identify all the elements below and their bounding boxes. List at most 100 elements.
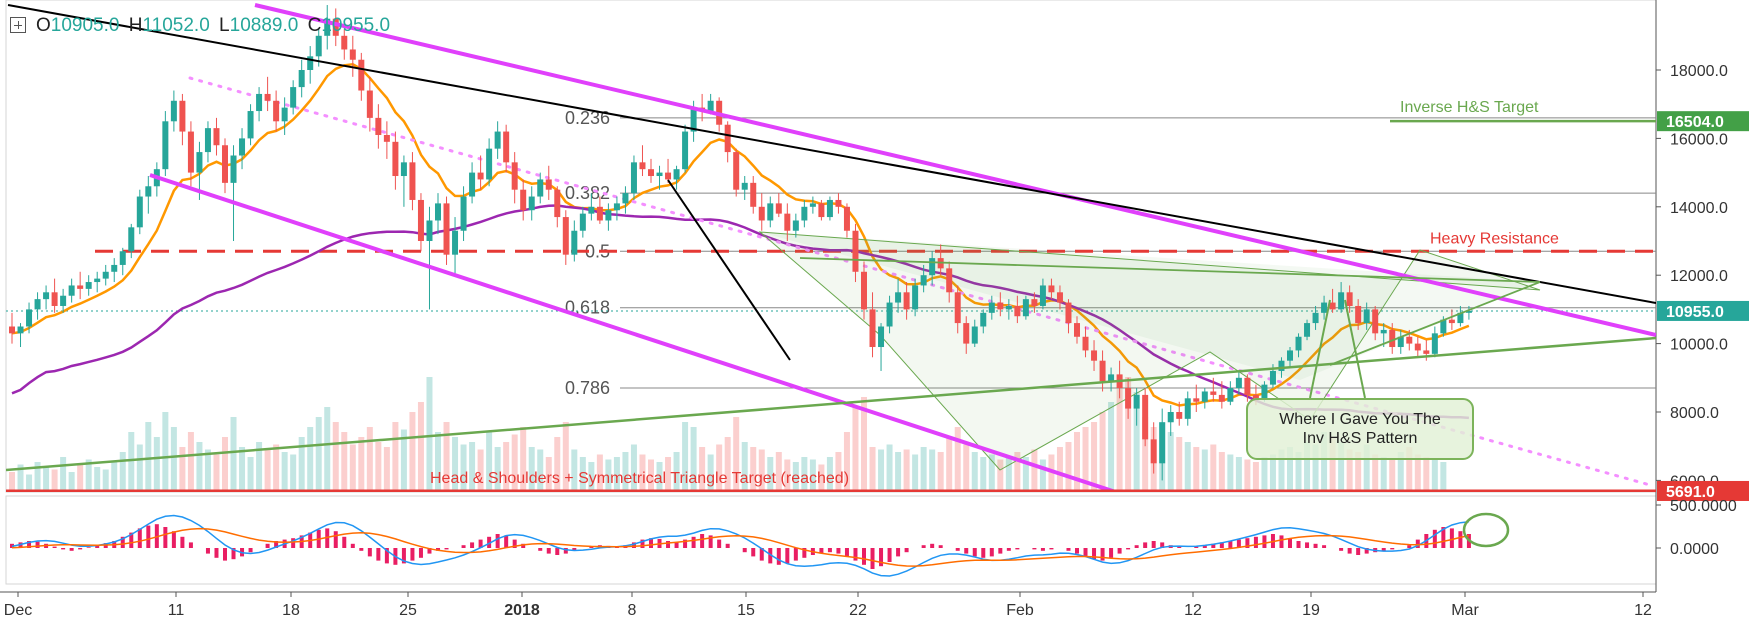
note-pointer-left — [1309, 299, 1331, 399]
candle-body — [843, 206, 850, 231]
candle-body — [1269, 370, 1276, 385]
candle-body — [443, 203, 450, 255]
candle-body — [400, 162, 407, 177]
candle-body — [68, 285, 75, 296]
macd-hist-bar — [1015, 548, 1020, 550]
candle-body — [119, 251, 126, 265]
macd-hist-bar — [137, 528, 142, 548]
macd-hist-bar — [1202, 545, 1207, 548]
macd-hist-bar — [436, 548, 440, 551]
volume-bar — [818, 464, 825, 492]
candle-body — [1244, 377, 1251, 395]
ema-line — [11, 63, 1470, 407]
macd-hist-bar — [188, 542, 193, 548]
volume-bar — [1184, 442, 1191, 492]
macd-hist-bar — [751, 548, 756, 557]
macd-hist-bar — [180, 536, 185, 548]
candle-body — [971, 326, 978, 344]
macd-hist-bar — [683, 539, 688, 548]
candle-body — [1108, 374, 1115, 382]
candle-body — [903, 292, 910, 310]
macd-hist-bar — [955, 548, 960, 551]
macd-hist-bar — [1356, 548, 1361, 555]
macd-hist-bar — [95, 545, 100, 548]
macd-hist-bar — [1253, 536, 1258, 548]
candle-body — [170, 100, 177, 122]
macd-hist-bar — [862, 548, 866, 565]
candle-body — [1227, 388, 1234, 402]
x-tick-label: 25 — [399, 602, 417, 619]
macd-hist-bar — [1432, 529, 1437, 548]
candle-body — [1321, 302, 1328, 313]
macd-hist-bar — [470, 542, 475, 548]
volume-bar — [588, 462, 595, 492]
candle-body — [1457, 312, 1464, 324]
macd-hist-bar — [879, 548, 884, 567]
macd-hist-bar — [904, 548, 909, 553]
long-support-line — [6, 336, 1656, 472]
candle-body — [690, 107, 697, 132]
volume-bar — [119, 452, 126, 492]
candle-body — [758, 206, 765, 221]
macd-hist-bar — [896, 548, 901, 557]
expand-icon[interactable] — [10, 17, 26, 33]
candle-body — [980, 312, 987, 327]
volume-bar — [1244, 459, 1251, 492]
macd-hist-bar — [171, 531, 176, 548]
y-tick-label: 16000.0 — [1670, 131, 1728, 148]
macd-hist-bar — [649, 538, 653, 548]
x-tick-label: 8 — [628, 602, 637, 619]
macd-hist-bar — [725, 543, 730, 548]
volume-bar — [298, 437, 305, 492]
x-tick-label: 2018 — [504, 602, 540, 619]
volume-bar — [1397, 452, 1404, 492]
inv-hs-shape — [758, 231, 1541, 471]
volume-bar — [341, 432, 348, 492]
volume-bar — [869, 447, 876, 492]
volume-bar — [1167, 432, 1174, 492]
volume-bar — [1278, 449, 1285, 492]
macd-hist-bar — [333, 531, 338, 548]
volume-bar — [1176, 437, 1183, 492]
volume-bar — [51, 469, 58, 492]
macd-hist-bar — [1134, 545, 1139, 548]
candle-body — [230, 155, 237, 183]
fib-label: 0.236 — [565, 108, 610, 128]
macd-hist-bar — [759, 548, 764, 561]
volume-bar — [1261, 457, 1268, 492]
ohlc-open-label: O — [36, 15, 51, 36]
macd-hist-bar — [359, 548, 364, 551]
macd-hist-bar — [776, 548, 781, 565]
volume-bar — [1116, 387, 1123, 492]
volume-bar — [630, 444, 637, 492]
candle-body — [818, 203, 825, 218]
macd-hist-bar — [214, 548, 219, 558]
volume-bar — [85, 459, 92, 492]
volume-bar — [758, 449, 765, 492]
macd-hist-bar — [717, 539, 722, 548]
x-tick-label: 18 — [282, 602, 300, 619]
volume-bar — [997, 459, 1004, 492]
macd-hist-bar — [887, 548, 892, 562]
candle-body — [1431, 333, 1438, 354]
price-label-text: 10955.0 — [1666, 304, 1724, 321]
candle-body — [963, 323, 970, 344]
candle-body — [239, 138, 246, 156]
macd-hist-bar — [930, 543, 935, 548]
macd-hist-bar — [120, 536, 125, 548]
volume-bar — [43, 467, 50, 492]
candle-body — [486, 148, 493, 180]
candle-body — [17, 326, 24, 334]
volume-bar — [204, 449, 211, 492]
macd-hist-bar — [538, 548, 543, 551]
macd-hist-bar — [1151, 541, 1156, 548]
candle-body — [622, 193, 629, 204]
candle-body — [1048, 285, 1055, 293]
macd-hist-bar — [674, 542, 679, 548]
candle-body — [886, 302, 893, 327]
volume-bar — [1210, 444, 1217, 492]
y-tick-label: 8000.0 — [1670, 405, 1719, 422]
macd-hist-bar — [223, 548, 227, 561]
candle-body — [34, 299, 41, 310]
